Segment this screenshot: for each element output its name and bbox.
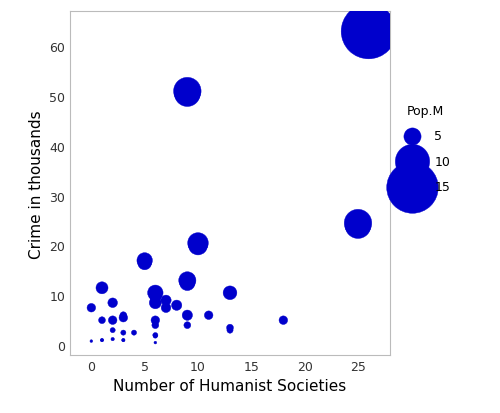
- Point: [162, 305, 170, 311]
- X-axis label: Number of Humanist Societies: Number of Humanist Societies: [114, 379, 346, 394]
- Point: [354, 220, 362, 227]
- Point: [162, 297, 170, 304]
- Point: [108, 300, 116, 306]
- Point: [364, 29, 372, 36]
- Point: [120, 312, 128, 319]
- Point: [152, 295, 160, 301]
- Point: [130, 330, 138, 336]
- Point: [226, 290, 234, 297]
- Legend: 5, 10, 15: 5, 10, 15: [400, 104, 450, 194]
- Point: [204, 312, 212, 319]
- Point: [194, 242, 202, 249]
- Point: [88, 338, 96, 344]
- Point: [152, 317, 160, 324]
- Point: [280, 317, 287, 324]
- Point: [184, 322, 192, 329]
- Y-axis label: Crime in thousands: Crime in thousands: [28, 110, 44, 258]
- Point: [108, 327, 116, 334]
- Point: [152, 333, 160, 339]
- Point: [184, 91, 192, 97]
- Point: [226, 327, 234, 334]
- Point: [152, 290, 160, 297]
- Point: [140, 257, 148, 264]
- Point: [108, 317, 116, 324]
- Point: [172, 302, 180, 309]
- Point: [98, 337, 106, 344]
- Point: [140, 260, 148, 266]
- Point: [184, 278, 192, 284]
- Point: [152, 332, 160, 339]
- Point: [120, 337, 128, 344]
- Point: [98, 285, 106, 292]
- Point: [120, 315, 128, 321]
- Point: [120, 337, 128, 344]
- Point: [364, 31, 372, 38]
- Point: [88, 305, 96, 311]
- Point: [226, 325, 234, 331]
- Point: [152, 292, 160, 299]
- Point: [184, 280, 192, 287]
- Point: [152, 339, 160, 346]
- Point: [184, 312, 192, 319]
- Point: [354, 223, 362, 229]
- Point: [184, 88, 192, 95]
- Point: [98, 337, 106, 344]
- Point: [194, 240, 202, 247]
- Point: [120, 330, 128, 336]
- Point: [152, 322, 160, 329]
- Point: [98, 317, 106, 324]
- Point: [152, 300, 160, 306]
- Point: [108, 336, 116, 343]
